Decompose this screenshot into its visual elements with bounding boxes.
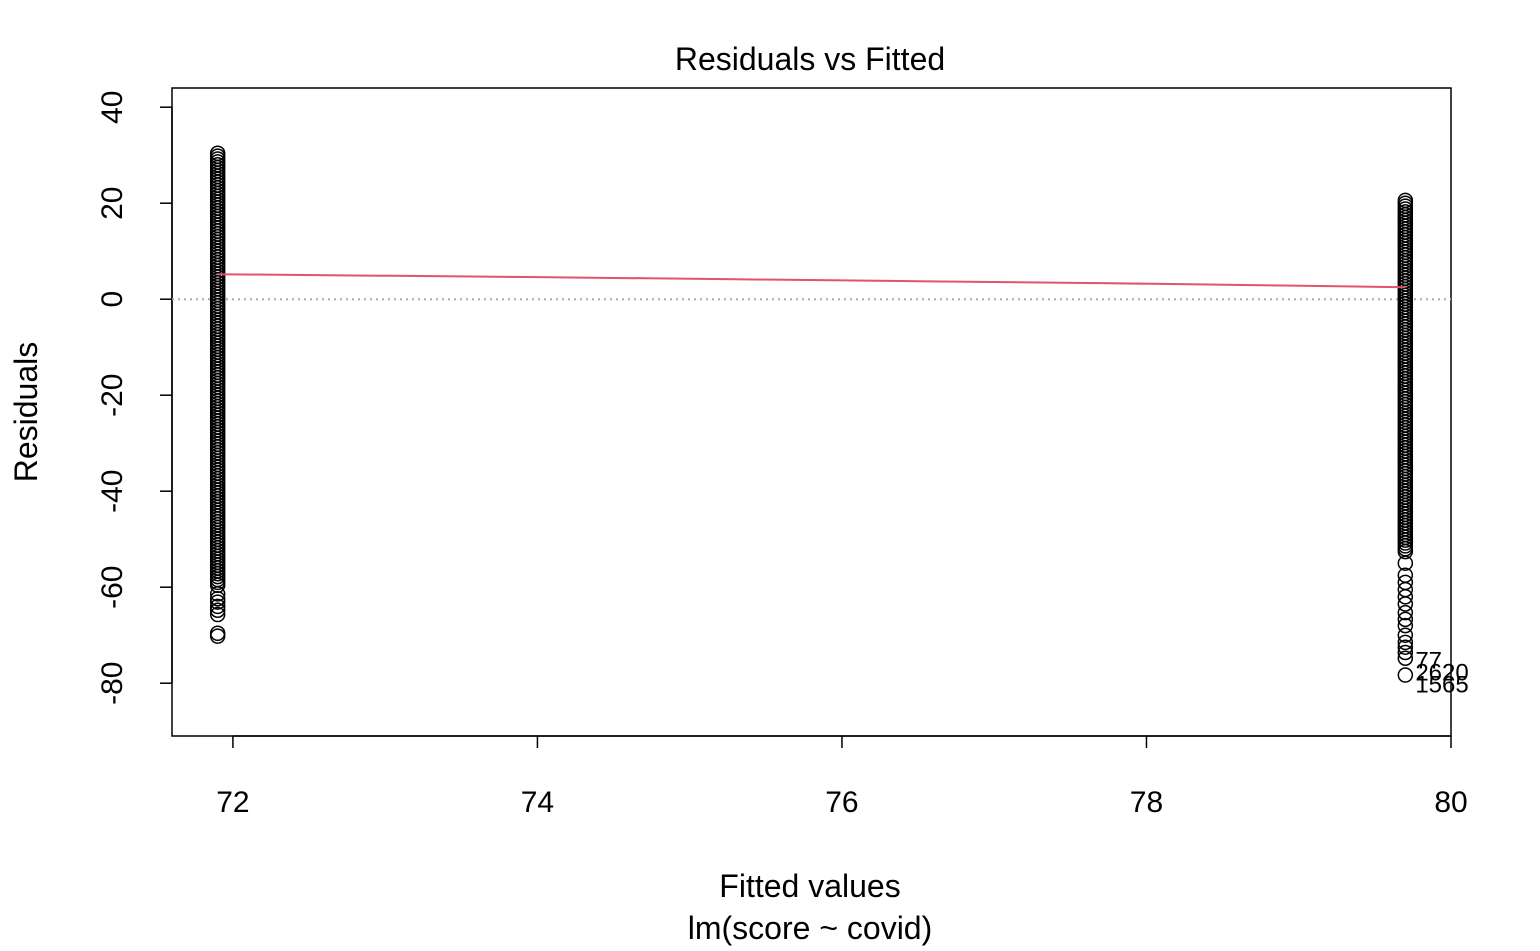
residual-point (1397, 639, 1414, 655)
x-tick-label: 72 (216, 786, 249, 819)
residual-point (1397, 589, 1414, 605)
smooth-trend-line (217, 273, 1406, 289)
chart-title: Residuals vs Fitted (675, 41, 945, 77)
residual-point (209, 628, 226, 644)
residual-point (1397, 604, 1414, 621)
point-label: 2620 (1415, 660, 1468, 687)
point-label: 77 (1415, 648, 1442, 675)
x-tick-label: 76 (825, 786, 858, 819)
x-axis-sublabel: lm(score ~ covid) (688, 910, 933, 946)
residual-points (209, 145, 1414, 683)
y-tick-label: -20 (96, 374, 129, 417)
residual-point (1397, 611, 1414, 628)
y-axis: -80 -60 -40 -20 0 20 40 (96, 91, 173, 705)
x-tick-label: 78 (1130, 786, 1163, 819)
x-tick-label: 74 (521, 786, 554, 819)
plot-frame (171, 87, 1452, 737)
residual-point (1397, 617, 1414, 634)
residual-point (1397, 644, 1414, 661)
residual-point (1397, 650, 1414, 666)
x-tick-label: 80 (1434, 786, 1467, 819)
residual-point (209, 586, 226, 602)
y-tick-label: -40 (96, 470, 129, 513)
residual-point (1397, 555, 1414, 571)
y-tick-label: 0 (96, 291, 129, 308)
residual-point (209, 606, 226, 623)
x-axis-label: Fitted values (719, 868, 900, 904)
y-tick-label: 20 (96, 187, 129, 220)
y-tick-label: -60 (96, 566, 129, 609)
point-label: 1565 (1415, 672, 1468, 699)
y-axis-label: Residuals (8, 342, 44, 483)
residual-point (209, 625, 226, 642)
x-axis: 72 74 76 78 80 (216, 735, 1468, 819)
residual-point (209, 602, 226, 618)
residual-point (209, 594, 226, 610)
y-tick-label: 40 (96, 91, 129, 124)
residual-point (1397, 627, 1414, 643)
y-tick-label: -80 (96, 662, 129, 705)
residual-point (209, 598, 226, 615)
residual-point (1397, 667, 1414, 683)
residual-point (1397, 634, 1414, 651)
residual-point (209, 590, 226, 607)
residual-point (1397, 543, 1414, 560)
residual-point (1397, 596, 1414, 612)
